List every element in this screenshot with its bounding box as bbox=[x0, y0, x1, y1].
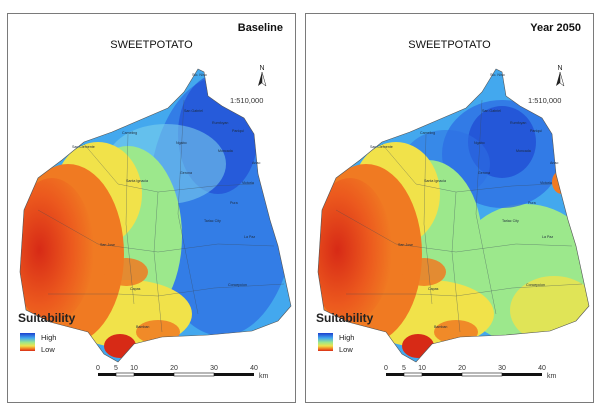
place-label: Cameling bbox=[420, 131, 435, 135]
scale-unit: km bbox=[547, 373, 557, 380]
place-label: Capas bbox=[130, 287, 141, 291]
legend-low-label: Low bbox=[41, 345, 55, 354]
north-arrow-icon: N bbox=[556, 65, 565, 87]
scale-tick: 20 bbox=[458, 365, 466, 372]
place-label: Ngabo bbox=[176, 141, 187, 145]
place-label: Tarlac City bbox=[204, 219, 221, 223]
scale-tick: 0 bbox=[96, 365, 100, 372]
place-label: Bamban bbox=[434, 325, 447, 329]
place-label: Concepcion bbox=[526, 283, 545, 287]
scale-tick: 0 bbox=[384, 365, 388, 372]
place-label: Anao bbox=[550, 161, 558, 165]
place-label: San Gabriel bbox=[482, 109, 501, 113]
north-label: N bbox=[259, 65, 264, 72]
scale-tick: 10 bbox=[418, 365, 426, 372]
crop-title: SWEETPOTATO bbox=[110, 39, 193, 51]
scale-bar: 0 5 10 20 30 40 km bbox=[384, 365, 557, 380]
place-label: Capas bbox=[428, 287, 439, 291]
place-label: Moncada bbox=[516, 149, 531, 153]
place-label: La Paz bbox=[244, 235, 255, 239]
place-label: Victoria bbox=[540, 181, 552, 185]
scale-tick: 40 bbox=[538, 365, 546, 372]
period-label: Year 2050 bbox=[530, 22, 581, 34]
scale-ratio: 1:510,000 bbox=[230, 96, 264, 105]
scale-tick: 5 bbox=[114, 365, 118, 372]
place-label: Pura bbox=[528, 201, 536, 205]
place-label: Bamban bbox=[136, 325, 149, 329]
place-label: Concepcion bbox=[228, 283, 247, 287]
place-label: Victoria bbox=[242, 181, 254, 185]
suitability-map: Sto. Nino San Gabriel Rumfoyan Ngabo San… bbox=[19, 68, 292, 363]
crop-title: SWEETPOTATO bbox=[408, 39, 491, 51]
scale-unit: km bbox=[259, 373, 269, 380]
scale-tick: 20 bbox=[170, 365, 178, 372]
place-label: Anao bbox=[252, 161, 260, 165]
legend-color-ramp bbox=[318, 333, 333, 351]
place-label: Rumfoyan bbox=[510, 121, 526, 125]
place-label: Paniqui bbox=[530, 129, 542, 133]
legend-color-ramp bbox=[20, 333, 35, 351]
scale-tick: 40 bbox=[250, 365, 258, 372]
scale-bar: 0 5 10 20 30 40 km bbox=[96, 365, 269, 380]
place-label: Pura bbox=[230, 201, 238, 205]
place-label: Santa Ignacia bbox=[424, 179, 446, 183]
scale-tick: 5 bbox=[402, 365, 406, 372]
place-label: San Clemente bbox=[72, 145, 95, 149]
legend-title: Suitability bbox=[18, 311, 76, 325]
place-label: Cameling bbox=[122, 131, 137, 135]
legend-high-label: High bbox=[339, 333, 355, 342]
north-arrow-icon: N bbox=[258, 65, 267, 87]
place-label: San Jose bbox=[398, 243, 413, 247]
map-panel-baseline: Baseline SWEETPOTATO bbox=[7, 13, 296, 403]
place-label: Gerona bbox=[180, 171, 192, 175]
legend-high-label: High bbox=[41, 333, 57, 342]
place-label: La Paz bbox=[542, 235, 553, 239]
period-label: Baseline bbox=[237, 22, 283, 34]
scale-tick: 30 bbox=[210, 365, 218, 372]
place-label: Ngabo bbox=[474, 141, 485, 145]
place-label: Moncada bbox=[218, 149, 233, 153]
place-label: San Clemente bbox=[370, 145, 393, 149]
suitability-map: Sto. Nino San Gabriel Rumfoyan Ngabo San… bbox=[317, 68, 590, 363]
place-label: Paniqui bbox=[232, 129, 244, 133]
scale-tick: 30 bbox=[498, 365, 506, 372]
place-label: Rumfoyan bbox=[212, 121, 228, 125]
place-label: San Gabriel bbox=[184, 109, 203, 113]
place-label: Tarlac City bbox=[502, 219, 519, 223]
legend-title: Suitability bbox=[316, 311, 374, 325]
north-label: N bbox=[557, 65, 562, 72]
place-label: Sto. Nino bbox=[490, 73, 505, 77]
place-label: Sto. Nino bbox=[192, 73, 207, 77]
map-panel-year-2050: Year 2050 SWEETPOTATO bbox=[305, 13, 594, 403]
scale-ratio: 1:510,000 bbox=[528, 96, 562, 105]
legend-low-label: Low bbox=[339, 345, 353, 354]
scale-tick: 10 bbox=[130, 365, 138, 372]
place-label: San Jose bbox=[100, 243, 115, 247]
place-label: Gerona bbox=[478, 171, 490, 175]
place-label: Santa Ignacia bbox=[126, 179, 148, 183]
